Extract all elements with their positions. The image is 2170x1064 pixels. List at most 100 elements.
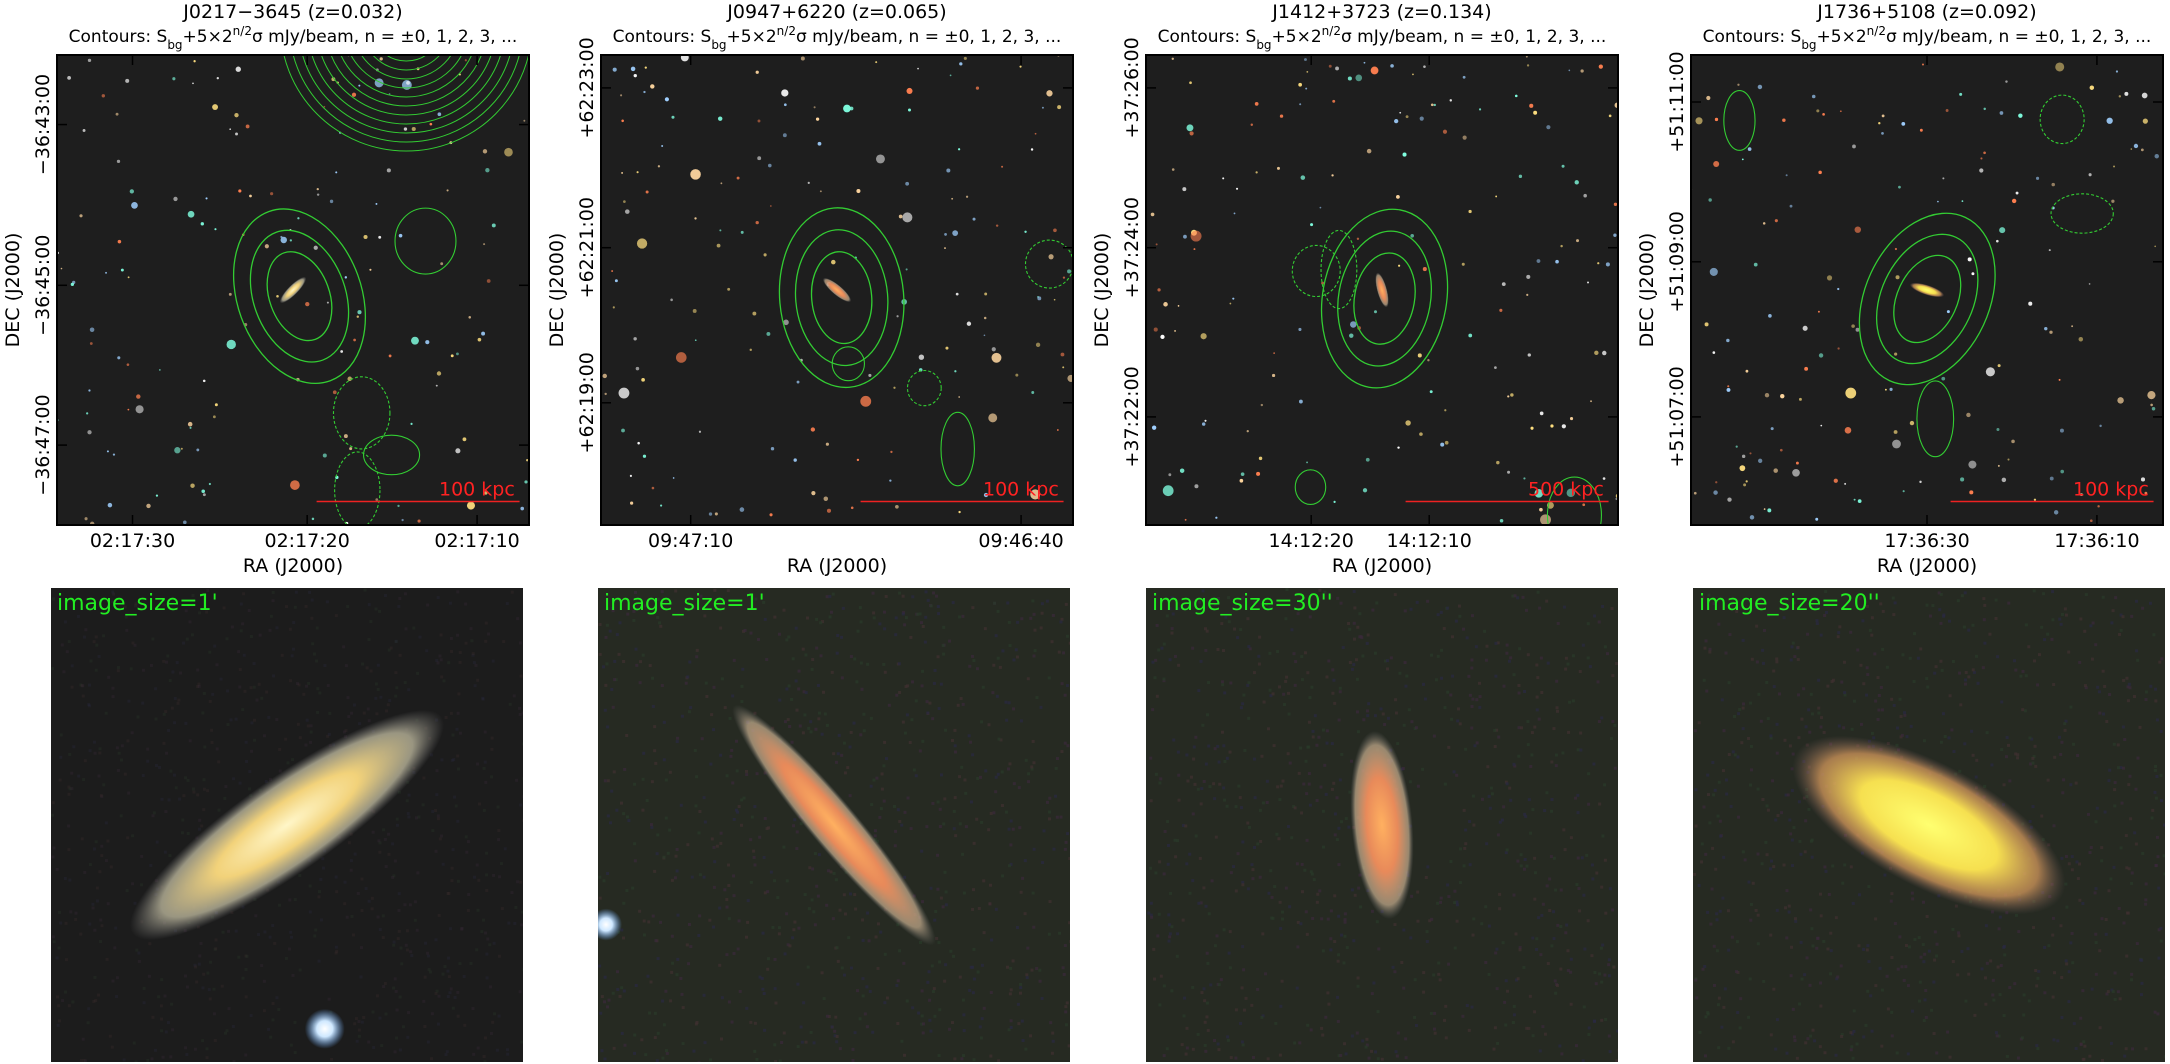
noise <box>1047 817 1051 821</box>
noise <box>661 999 665 1003</box>
noise <box>2028 736 2032 740</box>
noise <box>1759 719 1763 723</box>
star <box>1792 468 1800 477</box>
noise <box>1281 779 1285 783</box>
noise <box>1325 729 1329 733</box>
noise <box>2062 778 2066 782</box>
noise <box>746 920 750 924</box>
noise <box>314 928 318 932</box>
noise <box>1239 628 1243 632</box>
star <box>2011 198 2017 204</box>
star <box>755 70 759 74</box>
noise <box>1517 683 1521 687</box>
noise <box>1304 910 1308 914</box>
noise <box>1877 708 1881 712</box>
noise <box>2013 659 2017 663</box>
noise <box>1522 965 1526 969</box>
noise <box>1525 1026 1529 1030</box>
contour <box>1893 254 1962 344</box>
noise <box>1804 819 1808 823</box>
noise <box>294 590 298 594</box>
star <box>850 506 854 510</box>
noise <box>1866 944 1870 948</box>
noise <box>851 1059 855 1062</box>
noise <box>295 682 299 686</box>
noise <box>1040 602 1044 606</box>
noise <box>212 987 216 991</box>
noise <box>477 802 481 806</box>
noise <box>257 933 261 937</box>
noise <box>1590 863 1594 867</box>
noise <box>1352 663 1356 667</box>
noise <box>1603 858 1607 862</box>
noise <box>2160 657 2164 661</box>
noise <box>1019 986 1023 990</box>
noise <box>1790 838 1794 842</box>
noise <box>137 959 141 963</box>
noise <box>2070 931 2074 935</box>
noise <box>921 900 925 904</box>
noise <box>1423 697 1427 701</box>
star <box>116 159 121 163</box>
noise <box>2105 992 2109 996</box>
noise <box>1749 918 1753 922</box>
noise <box>221 930 225 934</box>
noise <box>67 848 71 852</box>
noise <box>185 985 189 989</box>
noise <box>293 605 297 609</box>
noise <box>1063 693 1067 697</box>
noise <box>1016 1002 1020 1006</box>
axes-frame <box>56 54 530 526</box>
contour <box>1320 208 1449 389</box>
noise <box>401 1025 405 1029</box>
noise <box>702 796 706 800</box>
noise <box>77 774 81 778</box>
noise <box>244 1053 248 1057</box>
noise <box>2108 768 2112 772</box>
star <box>2051 182 2055 187</box>
noise <box>1984 924 1988 928</box>
noise <box>398 1048 402 1052</box>
noise <box>160 1017 164 1021</box>
noise <box>1014 648 1018 652</box>
x-axis-label: RA (J2000) <box>1877 555 1977 577</box>
star <box>1430 103 1434 107</box>
noise <box>1462 627 1466 631</box>
noise <box>415 928 419 932</box>
noise <box>642 751 646 755</box>
noise <box>1895 743 1899 747</box>
noise <box>119 814 123 818</box>
noise <box>1715 912 1719 916</box>
noise <box>1257 662 1261 666</box>
noise <box>1031 599 1035 603</box>
noise <box>487 632 491 636</box>
star <box>661 144 664 148</box>
noise <box>1984 976 1988 980</box>
noise <box>971 965 975 969</box>
star <box>1306 461 1308 464</box>
star <box>645 190 649 194</box>
noise <box>734 739 738 743</box>
noise <box>822 690 826 694</box>
contour <box>320 55 492 116</box>
noise <box>234 929 238 933</box>
star <box>235 66 241 72</box>
noise <box>114 926 118 930</box>
noise <box>1954 904 1958 908</box>
star <box>1782 118 1786 122</box>
noise <box>2102 712 2106 716</box>
noise <box>1775 908 1779 912</box>
noise <box>81 694 85 698</box>
noise <box>710 837 714 841</box>
noise <box>1064 1023 1068 1027</box>
noise <box>238 668 242 672</box>
noise <box>1383 722 1387 726</box>
noise <box>2014 913 2018 917</box>
noise <box>1552 910 1556 914</box>
noise <box>2162 823 2165 827</box>
noise <box>1870 633 1874 637</box>
noise <box>1757 692 1761 696</box>
noise <box>1600 716 1604 720</box>
noise <box>394 694 398 698</box>
noise <box>1455 773 1459 777</box>
